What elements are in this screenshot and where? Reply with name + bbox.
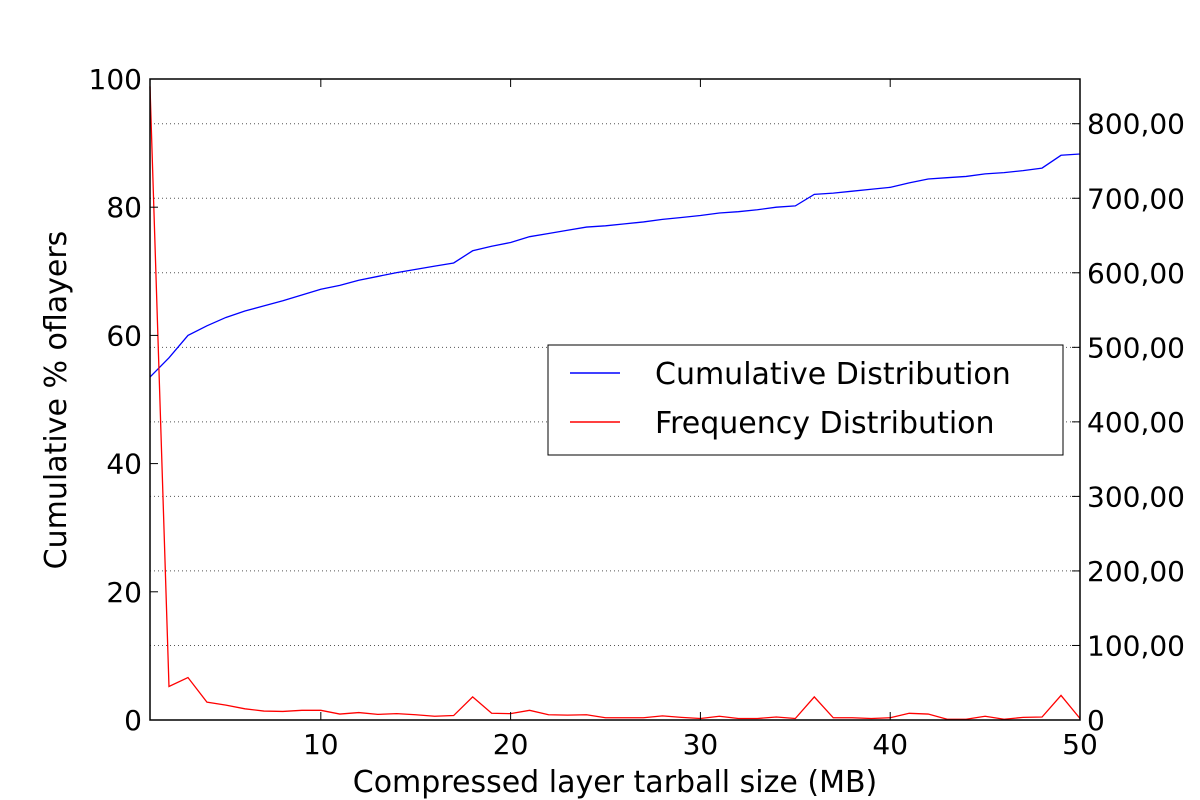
series-line-frequency xyxy=(149,86,1081,720)
series-line-cumulative xyxy=(149,153,1081,378)
legend-label-cumulative: Cumulative Distribution xyxy=(655,357,1011,392)
y-right-tick-label: 200,00 xyxy=(1087,555,1185,588)
y-axis-title-left: Cumulative % oflayers xyxy=(39,231,74,570)
y-right-tick-label: 100,00 xyxy=(1087,629,1185,662)
y-right-tick-label: 800,00 xyxy=(1087,108,1185,141)
y-right-tick-label: 400,00 xyxy=(1087,406,1185,439)
y-right-tick-label: 0 xyxy=(1087,704,1105,737)
legend-label-frequency: Frequency Distribution xyxy=(655,406,995,441)
y-left-tick-label: 20 xyxy=(106,576,142,609)
y-left-tick-label: 0 xyxy=(124,704,142,737)
x-tick-label: 10 xyxy=(303,728,339,761)
legend: Cumulative Distribution Frequency Distri… xyxy=(547,344,1064,456)
plot-frame xyxy=(149,78,1081,721)
x-tick-label: 20 xyxy=(493,728,529,761)
series-layer xyxy=(149,86,1081,720)
legend-box xyxy=(547,344,1064,456)
y-left-tick-label: 60 xyxy=(106,319,142,352)
y-left-tick-label: 100 xyxy=(89,63,142,96)
axis-ticks: 10 20 30 40 500204060801000100,00200,00300,0… xyxy=(89,63,1185,761)
y-right-tick-label: 700,00 xyxy=(1087,182,1185,215)
y-left-tick-label: 80 xyxy=(106,191,142,224)
y-right-tick-label: 300,00 xyxy=(1087,480,1185,513)
x-tick-label: 50 xyxy=(1062,728,1098,761)
y-right-tick-label: 500,00 xyxy=(1087,331,1185,364)
y-right-tick-label: 600,00 xyxy=(1087,257,1185,290)
x-axis-title: Compressed layer tarball size (MB) xyxy=(353,765,878,800)
x-tick-label: 30 xyxy=(683,728,719,761)
y-left-tick-label: 40 xyxy=(106,448,142,481)
x-tick-label: 40 xyxy=(872,728,908,761)
